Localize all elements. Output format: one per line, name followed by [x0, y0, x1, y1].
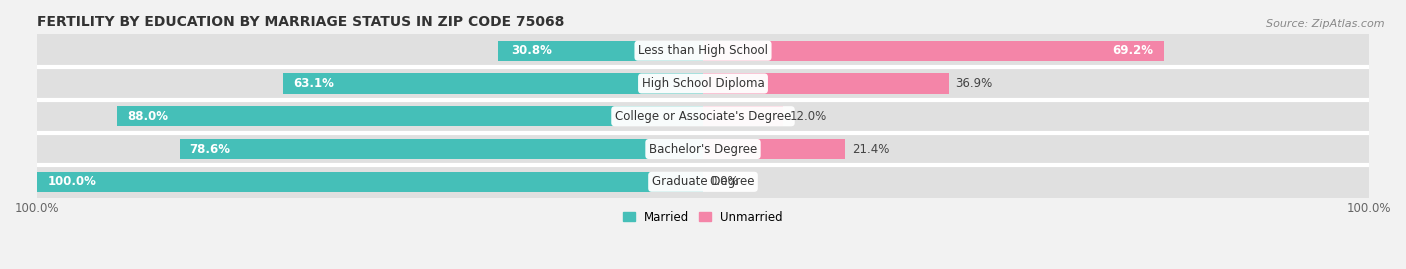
Bar: [703, 106, 783, 126]
Bar: [117, 106, 703, 126]
Bar: [37, 100, 1369, 133]
Bar: [703, 41, 1164, 61]
Text: 0.0%: 0.0%: [710, 175, 740, 188]
Text: 69.2%: 69.2%: [1112, 44, 1154, 57]
Bar: [703, 139, 845, 159]
Legend: Married, Unmarried: Married, Unmarried: [619, 206, 787, 228]
Text: Source: ZipAtlas.com: Source: ZipAtlas.com: [1267, 19, 1385, 29]
Bar: [180, 139, 703, 159]
Bar: [498, 41, 703, 61]
Bar: [37, 133, 1369, 165]
Bar: [37, 34, 1369, 67]
Bar: [37, 165, 1369, 198]
Text: 78.6%: 78.6%: [190, 143, 231, 155]
Text: 21.4%: 21.4%: [852, 143, 890, 155]
Text: Less than High School: Less than High School: [638, 44, 768, 57]
Bar: [703, 73, 949, 94]
Text: Bachelor's Degree: Bachelor's Degree: [650, 143, 756, 155]
Bar: [37, 172, 703, 192]
Text: College or Associate's Degree: College or Associate's Degree: [614, 110, 792, 123]
Text: FERTILITY BY EDUCATION BY MARRIAGE STATUS IN ZIP CODE 75068: FERTILITY BY EDUCATION BY MARRIAGE STATU…: [37, 15, 565, 29]
Bar: [37, 67, 1369, 100]
Text: Graduate Degree: Graduate Degree: [652, 175, 754, 188]
Text: 12.0%: 12.0%: [790, 110, 827, 123]
Text: 100.0%: 100.0%: [48, 175, 96, 188]
Text: 88.0%: 88.0%: [127, 110, 169, 123]
Text: High School Diploma: High School Diploma: [641, 77, 765, 90]
Text: 30.8%: 30.8%: [512, 44, 553, 57]
Text: 63.1%: 63.1%: [292, 77, 333, 90]
Text: 36.9%: 36.9%: [955, 77, 993, 90]
Bar: [283, 73, 703, 94]
